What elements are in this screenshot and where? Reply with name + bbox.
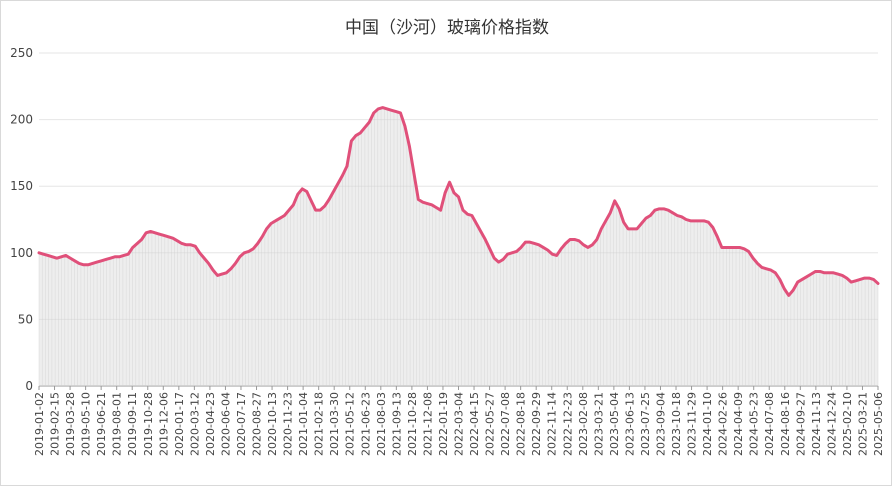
x-tick-label: 2020-01-17 (173, 392, 186, 456)
x-tick-label: 2021-01-04 (297, 392, 310, 456)
x-tick-label: 2023-10-18 (670, 392, 683, 456)
y-tick-label: 250 (10, 46, 33, 60)
x-tick-label: 2021-10-28 (406, 392, 419, 456)
x-tick-label: 2024-07-08 (763, 392, 776, 456)
x-tick-label: 2025-05-06 (872, 392, 885, 456)
x-tick-label: 2024-11-13 (810, 392, 823, 456)
x-tick-label: 2019-09-11 (126, 392, 139, 456)
x-tick-label: 2021-05-12 (344, 392, 357, 456)
x-tick-label: 2020-10-13 (266, 392, 279, 456)
y-tick-label: 200 (10, 113, 33, 127)
x-tick-label: 2022-04-15 (468, 392, 481, 456)
x-tick-label: 2022-07-08 (499, 392, 512, 456)
x-tick-label: 2021-09-13 (390, 392, 403, 456)
series-line-layer (37, 106, 880, 297)
x-tick-label: 2019-03-28 (64, 392, 77, 456)
x-tick-label: 2024-02-26 (717, 392, 730, 456)
x-axis-ticks: 2019-01-02 2019-02-15 2019-03-28 2019-05-10… (33, 386, 885, 456)
x-tick-label: 2023-06-13 (623, 392, 636, 456)
x-tick-label: 2019-01-02 (33, 392, 46, 456)
x-tick-label: 2024-09-27 (794, 392, 807, 456)
x-tick-label: 2021-06-23 (359, 392, 372, 456)
x-tick-label: 2021-03-30 (328, 392, 341, 456)
x-tick-label: 2022-09-29 (530, 392, 543, 456)
x-tick-label: 2024-08-16 (779, 392, 792, 456)
x-tick-label: 2023-11-29 (686, 392, 699, 456)
x-tick-label: 2021-08-03 (375, 392, 388, 456)
series-line (37, 106, 880, 297)
x-tick-label: 2024-12-24 (825, 392, 838, 456)
x-tick-label: 2023-02-08 (577, 392, 590, 456)
x-tick-label: 2022-11-14 (546, 392, 559, 456)
x-tick-label: 2025-03-21 (856, 392, 869, 456)
x-tick-label: 2019-02-15 (49, 392, 62, 456)
x-tick-label: 2019-10-28 (142, 392, 155, 456)
chart-title: 中国（沙河）玻璃价格指数 (345, 18, 549, 38)
x-tick-label: 2019-06-21 (95, 392, 108, 456)
x-tick-label: 2020-08-27 (251, 392, 264, 456)
x-tick-label: 2021-02-18 (313, 392, 326, 456)
y-tick-label: 0 (25, 379, 33, 393)
x-tick-label: 2024-05-23 (748, 392, 761, 456)
x-tick-label: 2022-03-04 (453, 392, 466, 456)
x-tick-label: 2023-07-25 (639, 392, 652, 456)
y-tick-label: 100 (10, 246, 33, 260)
x-tick-label: 2023-05-04 (608, 392, 621, 456)
x-tick-label: 2022-05-27 (484, 392, 497, 456)
x-tick-label: 2020-04-23 (204, 392, 217, 456)
x-tick-label: 2025-02-10 (841, 392, 854, 456)
x-tick-label: 2020-06-04 (219, 392, 232, 456)
y-tick-label: 50 (18, 312, 33, 326)
x-tick-label: 2019-05-10 (80, 392, 93, 456)
x-tick-label: 2020-11-23 (282, 392, 295, 456)
x-tick-label: 2024-01-10 (701, 392, 714, 456)
x-tick-label: 2020-03-12 (188, 392, 201, 456)
x-tick-label: 2021-12-08 (421, 392, 434, 456)
x-tick-label: 2019-08-01 (111, 392, 124, 456)
y-axis-ticks: 0 50 100 150 200 250 (10, 46, 33, 393)
x-tick-label: 2022-12-23 (561, 392, 574, 456)
x-tick-label: 2022-08-18 (515, 392, 528, 456)
x-tick-label: 2023-09-04 (654, 392, 667, 456)
x-tick-label: 2024-04-09 (732, 392, 745, 456)
x-tick-label: 2023-03-21 (592, 392, 605, 456)
x-tick-label: 2022-01-19 (437, 392, 450, 456)
x-tick-label: 2020-07-17 (235, 392, 248, 456)
y-tick-label: 150 (10, 179, 33, 193)
area-fill-layer (38, 107, 879, 387)
x-tick-label: 2019-12-06 (157, 392, 170, 456)
